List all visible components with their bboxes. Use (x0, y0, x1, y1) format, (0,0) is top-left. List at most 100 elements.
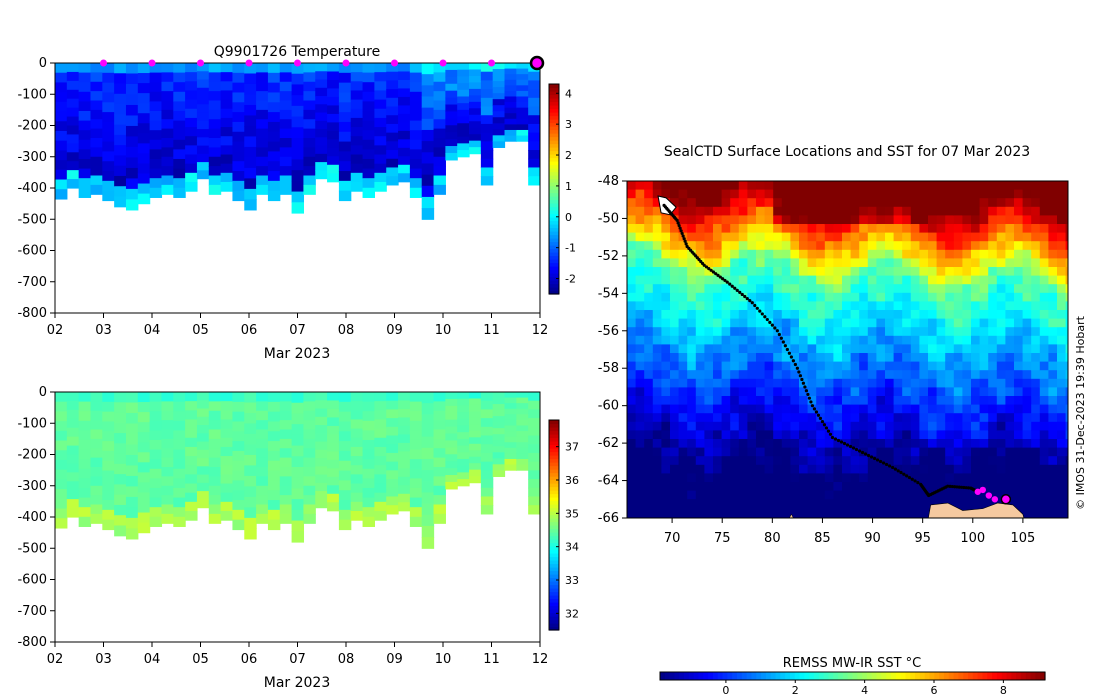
sst-cell (1031, 490, 1041, 500)
sst-cell (979, 241, 989, 251)
sst-cell (661, 292, 671, 302)
section-cell (161, 166, 174, 177)
sst-cell (988, 310, 998, 320)
sst-cell (756, 198, 766, 208)
section-cell (433, 495, 446, 506)
section-cell (327, 417, 340, 427)
sst-cell (730, 499, 740, 509)
section-cell (149, 459, 163, 470)
sst-cell (721, 413, 731, 423)
sst-cell (953, 344, 963, 354)
sst-cell (1014, 318, 1024, 328)
sst-cell (859, 232, 869, 242)
sst-cell (730, 181, 740, 191)
sst-cell (850, 335, 860, 345)
sst-cell (807, 310, 817, 320)
sst-cell (876, 482, 886, 492)
section-cell (90, 392, 103, 402)
sst-colorbar-segment (789, 672, 796, 680)
track-point (773, 326, 777, 330)
sst-cell (1005, 224, 1015, 234)
y-tick-label: -100 (17, 416, 47, 431)
sst-cell (738, 413, 748, 423)
track-point (824, 426, 829, 430)
section-cell (66, 143, 80, 153)
section-cell (66, 170, 80, 180)
section-cell (256, 184, 269, 195)
colorbar-segment (549, 94, 559, 99)
section-cell (492, 63, 506, 70)
section-cell (327, 392, 340, 402)
sst-cell (713, 430, 723, 440)
section-cell (232, 392, 245, 403)
section-cell (409, 110, 423, 122)
sst-cell (670, 413, 680, 423)
colorbar-segment (549, 245, 559, 250)
sst-cell (824, 490, 834, 500)
track-point (743, 294, 747, 299)
sst-cell (738, 249, 748, 259)
sst-cell (1014, 456, 1024, 466)
section-cell (338, 441, 352, 452)
track-point (728, 282, 732, 286)
sst-cell (730, 404, 740, 414)
section-cell (445, 454, 458, 462)
sst-cell (713, 318, 723, 328)
sst-cell (859, 292, 869, 302)
sst-cell (756, 473, 766, 483)
section-cell (220, 154, 234, 165)
section-cell (256, 485, 269, 496)
sst-cell (713, 292, 723, 302)
section-cell (457, 129, 470, 138)
sst-cell (962, 275, 972, 285)
sst-cell (773, 206, 783, 216)
sst-cell (867, 456, 877, 466)
section-cell (433, 128, 446, 139)
section-cell (469, 108, 482, 116)
sst-cell (1065, 413, 1068, 423)
sst-cell (799, 499, 809, 509)
sst-cell (781, 215, 791, 225)
section-cell (433, 467, 446, 477)
sst-cell (730, 232, 740, 242)
sst-cell (1048, 404, 1058, 414)
x-tick-label: 09 (386, 652, 403, 667)
sst-cell (1022, 284, 1032, 294)
sst-cell (945, 473, 955, 483)
sst-cell (738, 490, 748, 500)
sst-cell (704, 404, 714, 414)
section-cell (480, 123, 494, 134)
section-cell (386, 63, 399, 73)
sst-cell (799, 370, 809, 380)
sst-cell (704, 447, 714, 457)
sst-cell (1031, 499, 1041, 509)
sst-cell (670, 387, 680, 397)
sst-colorbar-segment (876, 672, 882, 680)
sst-cell (850, 413, 860, 423)
sst-cell (661, 327, 671, 337)
sst-cell (687, 206, 697, 216)
track-point (905, 474, 909, 478)
sst-cell (1031, 198, 1041, 208)
sst-cell (1031, 249, 1041, 259)
section-cell (267, 141, 281, 152)
section-cell (125, 507, 139, 519)
sst-cell (833, 516, 843, 518)
section-cell (173, 72, 186, 83)
section-cell (445, 405, 458, 414)
sst-cell (816, 198, 826, 208)
sst-cell (730, 301, 740, 311)
section-cell (303, 138, 316, 148)
sst-cell (1005, 456, 1015, 466)
sst-cell (627, 284, 637, 294)
sst-cell (790, 344, 800, 354)
section-cell (291, 170, 305, 182)
sst-cell (635, 490, 645, 500)
sst-cell (652, 516, 662, 518)
sst-cell (670, 189, 680, 199)
section-cell (386, 435, 399, 445)
sst-cell (790, 275, 800, 285)
sst-cell (1014, 284, 1024, 294)
sst-cell (756, 490, 766, 500)
